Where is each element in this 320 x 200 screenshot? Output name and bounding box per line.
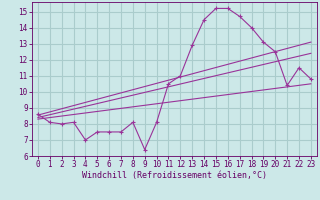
X-axis label: Windchill (Refroidissement éolien,°C): Windchill (Refroidissement éolien,°C) [82, 171, 267, 180]
